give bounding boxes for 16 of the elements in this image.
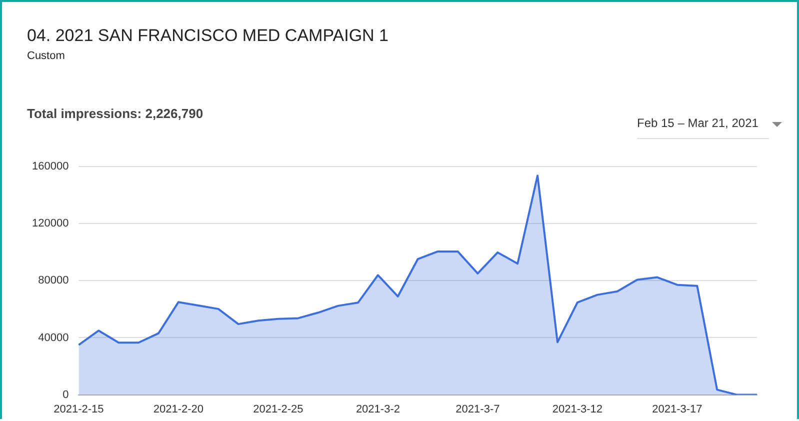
x-tick-label: 2021-3-17 — [652, 403, 702, 416]
chart-subtitle: Custom — [27, 50, 65, 62]
y-tick-label: 40000 — [38, 332, 69, 344]
x-tick-label: 2021-2-25 — [253, 403, 304, 416]
text: Total impressions: 2,226,790 — [27, 106, 204, 121]
x-tick-label: 2021-3-12 — [552, 403, 603, 416]
y-tick-label: 80000 — [38, 274, 69, 287]
text: Feb 15 – Mar 21, 2021 — [637, 116, 769, 139]
x-tick-label: 2021-3-7 — [456, 403, 500, 416]
x-tick-label: 2021-2-20 — [153, 403, 204, 416]
x-tick-label: 2021-2-15 — [54, 403, 104, 416]
chart-title: 04. 2021 SAN FRANCISCO MED CAMPAIGN 1 — [27, 26, 389, 46]
x-tick-label: 2021-3-2 — [356, 403, 400, 416]
y-tick-label: 0 — [62, 388, 69, 401]
y-tick-label: 120000 — [32, 218, 69, 230]
y-tick-label: 160000 — [32, 160, 69, 173]
